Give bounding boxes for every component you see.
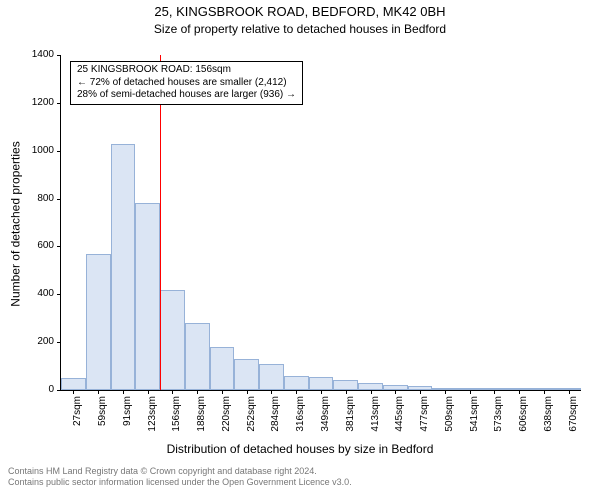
x-tick [197,390,198,394]
page-title: 25, KINGSBROOK ROAD, BEDFORD, MK42 0BH [0,4,600,19]
x-tick [519,390,520,394]
y-tick-label: 200 [14,336,54,347]
histogram-bar [284,376,309,390]
footer-line-1: Contains HM Land Registry data © Crown c… [8,466,352,477]
x-tick [395,390,396,394]
x-tick-label: 349sqm [320,396,331,456]
y-tick [57,103,61,104]
info-box: 25 KINGSBROOK ROAD: 156sqm ← 72% of deta… [70,61,303,105]
histogram-bar [135,203,160,390]
histogram-bar [234,359,259,390]
x-tick [172,390,173,394]
x-tick [123,390,124,394]
x-tick-label: 156sqm [171,396,182,456]
y-tick [57,55,61,56]
x-tick-label: 638sqm [543,396,554,456]
y-tick-label: 800 [14,193,54,204]
x-tick-label: 252sqm [246,396,257,456]
x-tick [271,390,272,394]
x-tick-label: 541sqm [469,396,480,456]
y-tick [57,199,61,200]
x-tick-label: 509sqm [444,396,455,456]
y-tick-label: 1400 [14,49,54,60]
x-tick-label: 91sqm [122,396,133,456]
y-tick-label: 1000 [14,145,54,156]
histogram-bar [259,364,284,390]
x-tick-label: 413sqm [370,396,381,456]
histogram-bar [210,347,235,390]
x-tick [470,390,471,394]
x-tick-label: 220sqm [221,396,232,456]
y-tick [57,151,61,152]
x-tick [569,390,570,394]
x-tick [73,390,74,394]
x-tick [222,390,223,394]
x-tick [148,390,149,394]
page-subtitle: Size of property relative to detached ho… [0,22,600,36]
histogram-bar [358,383,383,390]
histogram-bar [185,323,210,390]
x-tick [321,390,322,394]
x-tick-label: 606sqm [518,396,529,456]
histogram-bar [86,254,111,390]
page: 25, KINGSBROOK ROAD, BEDFORD, MK42 0BH S… [0,0,600,500]
x-tick-label: 445sqm [394,396,405,456]
info-line-3: 28% of semi-detached houses are larger (… [77,89,296,102]
y-tick [57,390,61,391]
reference-line [160,55,161,390]
x-tick [445,390,446,394]
x-tick [371,390,372,394]
x-tick [346,390,347,394]
y-tick-label: 1200 [14,97,54,108]
histogram-bar [309,377,334,390]
x-tick-label: 381sqm [345,396,356,456]
histogram-plot [60,55,581,391]
x-tick-label: 123sqm [147,396,158,456]
y-tick [57,342,61,343]
x-tick-label: 670sqm [568,396,579,456]
info-line-2: ← 72% of detached houses are smaller (2,… [77,77,296,90]
histogram-bar [160,290,185,391]
footer-line-2: Contains public sector information licen… [8,477,352,488]
x-tick-label: 27sqm [72,396,83,456]
histogram-bar [61,378,86,390]
y-tick-label: 600 [14,240,54,251]
footer-attribution: Contains HM Land Registry data © Crown c… [8,466,352,489]
x-tick [247,390,248,394]
x-tick-label: 573sqm [493,396,504,456]
x-tick-label: 59sqm [97,396,108,456]
x-tick [98,390,99,394]
y-tick [57,294,61,295]
info-line-1: 25 KINGSBROOK ROAD: 156sqm [77,64,296,77]
y-tick-label: 0 [14,384,54,395]
x-tick-label: 188sqm [196,396,207,456]
histogram-bar [111,144,136,390]
x-tick [544,390,545,394]
y-tick-label: 400 [14,288,54,299]
x-tick [296,390,297,394]
x-tick [420,390,421,394]
x-tick-label: 477sqm [419,396,430,456]
x-tick-label: 316sqm [295,396,306,456]
histogram-bar [333,380,358,390]
x-tick [494,390,495,394]
x-tick-label: 284sqm [270,396,281,456]
y-tick [57,246,61,247]
